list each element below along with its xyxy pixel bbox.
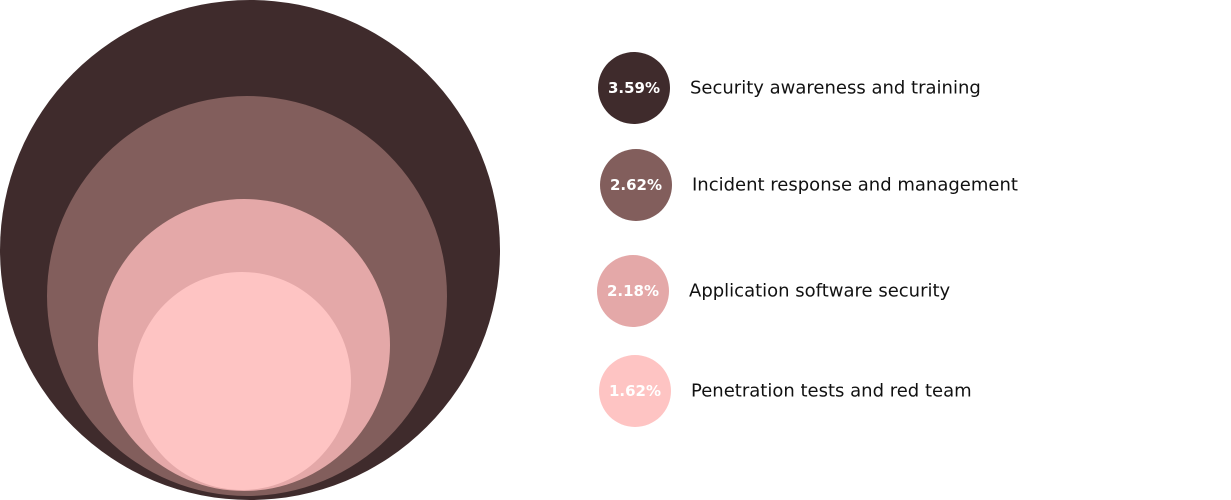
- legend-label-0: Security awareness and training: [690, 78, 981, 99]
- legend-marker-1: [600, 149, 672, 221]
- legend-label-3: Penetration tests and red team: [691, 381, 972, 402]
- bubble-3: [133, 272, 351, 490]
- legend-value-1: 2.62%: [610, 176, 662, 194]
- legend-marker-3: [599, 355, 671, 427]
- legend-value-2: 2.18%: [607, 282, 659, 300]
- legend-value-0: 3.59%: [608, 79, 660, 97]
- legend-marker-2: [597, 255, 669, 327]
- legend-marker-0: [598, 52, 670, 124]
- legend-label-2: Application software security: [689, 281, 951, 302]
- legend-value-3: 1.62%: [609, 382, 661, 400]
- legend-label-1: Incident response and management: [692, 175, 1018, 196]
